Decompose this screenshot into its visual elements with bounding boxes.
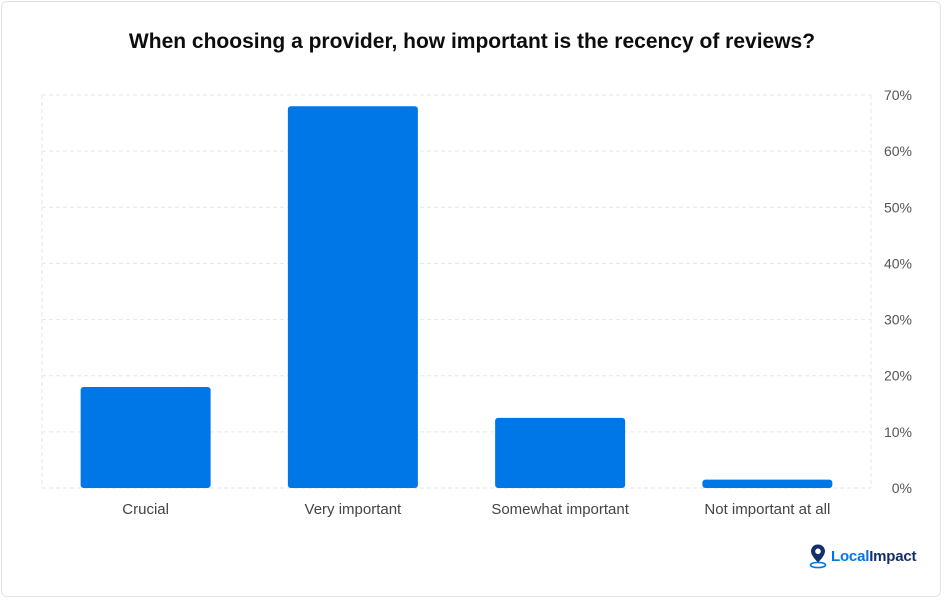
y-tick-label: 30%: [884, 312, 912, 328]
y-tick-label: 70%: [884, 87, 912, 103]
brand-logo: LocalImpact: [808, 542, 917, 570]
y-tick-label: 60%: [884, 143, 912, 159]
x-tick-label: Very important: [305, 501, 403, 518]
y-tick-label: 40%: [884, 255, 912, 271]
bar: [287, 106, 418, 488]
bar: [80, 386, 211, 488]
bar: [702, 479, 833, 488]
y-tick-label: 50%: [884, 199, 912, 215]
bar: [495, 417, 626, 488]
y-tick-label: 20%: [884, 368, 912, 384]
brand-impact-text: Impact: [869, 547, 917, 565]
brand-local-text: Local: [831, 547, 870, 565]
y-tick-label: 10%: [884, 424, 912, 440]
map-pin-icon: [809, 544, 827, 569]
chart-title: When choosing a provider, how important …: [128, 30, 816, 53]
x-tick-label: Somewhat important: [491, 501, 629, 518]
x-tick-label: Not important at all: [704, 501, 830, 518]
y-tick-label: 0%: [892, 480, 912, 496]
x-tick-label: Crucial: [122, 501, 169, 518]
